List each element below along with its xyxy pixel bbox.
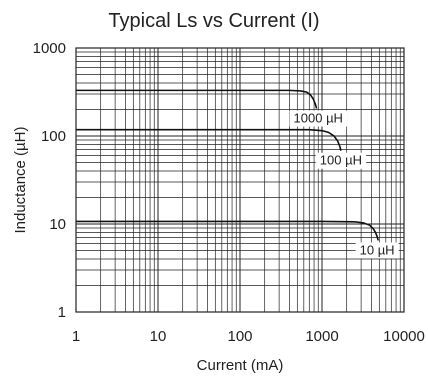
tick-layer: 1 10 100 1000 10000 1 10 100 1000 [33, 40, 425, 345]
series-line [76, 128, 342, 151]
series-layer [76, 89, 379, 241]
x-tick-label: 1 [72, 328, 80, 345]
series-label-bg [289, 110, 348, 127]
x-tick-label: 10000 [383, 328, 425, 345]
series-label: 10 µH [360, 242, 395, 257]
series-line [76, 89, 318, 109]
y-axis-label: Inductance (µH) [12, 126, 29, 233]
x-tick-label: 10 [150, 328, 167, 345]
chart-title: Typical Ls vs Current (I) [108, 10, 319, 32]
plot-frame [75, 47, 405, 313]
x-tick-label: 1000 [305, 328, 338, 345]
y-tick-label: 1000 [33, 40, 66, 57]
y-tick-label: 1 [58, 304, 66, 321]
series-label: 100 µH [320, 153, 362, 168]
x-axis-label: Current (mA) [197, 357, 284, 374]
y-tick-label: 10 [49, 216, 66, 233]
x-tick-label: 100 [227, 328, 252, 345]
series-label-bg [355, 242, 399, 259]
y-tick-label: 100 [41, 128, 66, 145]
grid-layer [75, 48, 404, 313]
series-line [76, 220, 379, 241]
labels-layer: 1000 µH 100 µH 10 µH [289, 110, 399, 259]
series-label-bg [315, 152, 367, 169]
series-label: 1000 µH [294, 111, 343, 126]
